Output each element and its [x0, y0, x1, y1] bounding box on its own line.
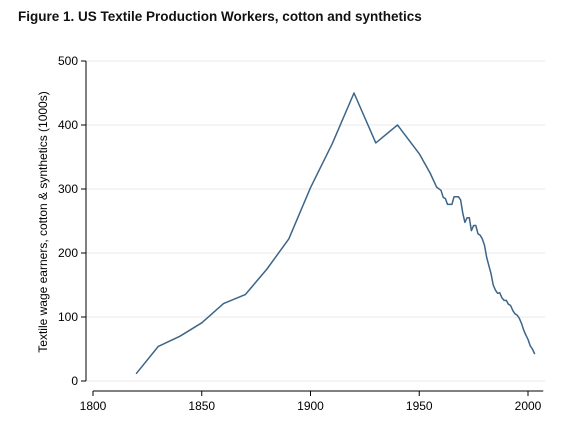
series-line-0 [135, 92, 536, 375]
y-axis-label: Textile wage earners, cotton & synthetic… [36, 91, 50, 352]
y-tick-label-100: 100 [58, 310, 78, 324]
x-tick-label-1850: 1850 [188, 399, 215, 413]
y-tick-label-300: 300 [58, 182, 78, 196]
gridlines [86, 60, 545, 382]
y-tick-label-400: 400 [58, 118, 78, 132]
x-tick-label-1900: 1900 [297, 399, 324, 413]
tick-marks [81, 60, 529, 396]
y-tick-label-500: 500 [58, 54, 78, 68]
x-tick-label-1800: 1800 [80, 399, 107, 413]
plot-area [135, 92, 536, 375]
tick-labels: 0 100 200 300 400 500 1800 1850 1900 1950 2000 [58, 54, 542, 413]
x-tick-label-1950: 1950 [406, 399, 433, 413]
axes [85, 61, 544, 392]
y-tick-label-200: 200 [58, 246, 78, 260]
y-tick-label-0: 0 [71, 374, 78, 388]
chart-title: Figure 1. US Textile Production Workers,… [18, 9, 422, 24]
x-tick-label-2000: 2000 [515, 399, 542, 413]
